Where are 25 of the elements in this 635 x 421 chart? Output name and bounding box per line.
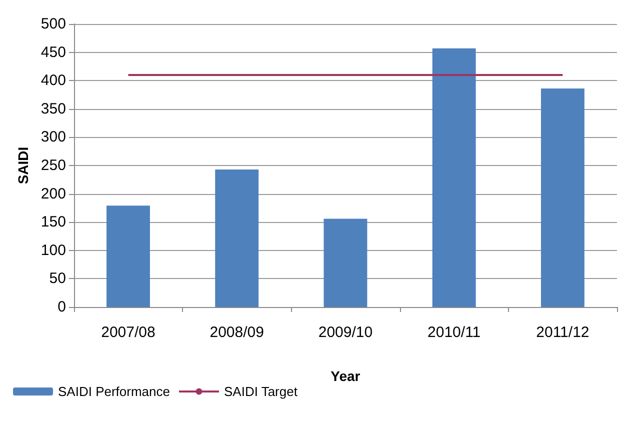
y-tick-label: 200	[40, 185, 66, 202]
bar	[106, 206, 150, 307]
y-tick-label: 150	[40, 214, 66, 231]
y-tick-label: 500	[40, 16, 66, 32]
y-tick-label: 0	[58, 298, 66, 316]
y-tick-label: 350	[40, 100, 66, 118]
x-tick-label: 2010/11	[428, 324, 481, 341]
x-axis-title: Year	[330, 368, 361, 384]
x-tick-label: 2009/10	[318, 324, 373, 341]
y-tick-label: 300	[40, 128, 66, 146]
y-tick-label: 250	[40, 157, 66, 174]
bar	[432, 48, 476, 307]
y-tick-label: 50	[49, 270, 66, 288]
legend-label: SAIDI Performance	[58, 384, 170, 399]
legend-label: SAIDI Target	[224, 384, 298, 399]
y-tick-label: 100	[40, 242, 66, 259]
x-tick-label: 2008/09	[210, 324, 264, 341]
bar	[324, 218, 368, 307]
y-tick-label: 450	[40, 44, 66, 61]
bar	[215, 169, 259, 307]
bar	[540, 88, 584, 307]
x-tick-label: 2007/08	[101, 324, 156, 341]
y-tick-label: 400	[40, 72, 66, 90]
y-axis-title: SAIDI	[15, 146, 31, 184]
x-tick-label: 2011/12	[536, 324, 590, 341]
